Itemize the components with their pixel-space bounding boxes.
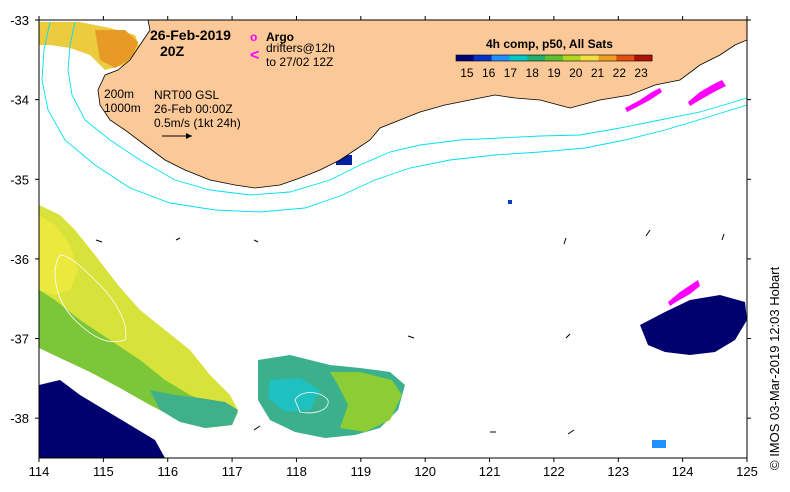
- colorbar-tick-label: 21: [591, 66, 605, 80]
- colorbar-tick-label: 18: [526, 66, 540, 80]
- drifter-track-3: [668, 280, 700, 306]
- colorbar-tick-label: 23: [634, 66, 648, 80]
- colorbar-swatch: [545, 55, 564, 61]
- colorbar-swatch: [598, 55, 617, 61]
- sst-spot: [336, 155, 352, 165]
- sst-west-green: [39, 290, 238, 428]
- sst-central-blue: [268, 378, 320, 412]
- land-australia: [97, 20, 747, 189]
- plot-frame: [38, 19, 748, 459]
- colorbar-ticks: 15 16 17 18 19 20 21 22 23: [460, 66, 648, 80]
- sst-west-teal: [150, 390, 238, 428]
- scale-label: 0.5m/s (1kt 24h): [154, 116, 241, 130]
- colorbar-swatch: [527, 55, 546, 61]
- colorbar-title: 4h comp, p50, All Sats: [486, 37, 613, 51]
- colorbar-swatch: [580, 55, 600, 61]
- x-tick-label: 123: [607, 464, 629, 479]
- colorbar-frame: [455, 54, 653, 62]
- argo-symbol: o: [250, 30, 257, 44]
- map-time: 20Z: [160, 43, 185, 59]
- y-tick-label: -35: [10, 172, 29, 187]
- colorbar-tick-label: 17: [504, 66, 518, 80]
- y-tick-label: -33: [10, 13, 29, 28]
- isobath-west-loop: [54, 254, 127, 343]
- x-axis: 114 115 116 117 118 119 120 121 122 123 124 125: [29, 16, 758, 479]
- sst-spot-se: [652, 440, 666, 448]
- colorbar-tick-label: 15: [460, 66, 474, 80]
- sst-cold-east: [640, 295, 747, 355]
- y-tick-label: -38: [10, 411, 29, 426]
- isobath-200m: [67, 21, 747, 196]
- scale-arrow: [162, 133, 192, 139]
- drifter-symbol: <: [250, 47, 259, 64]
- current-vectors: [95, 229, 725, 435]
- y-tick-label: -34: [10, 93, 29, 108]
- x-tick-label: 124: [672, 464, 694, 479]
- map-date: 26-Feb-2019: [150, 27, 231, 43]
- x-tick-label: 116: [157, 464, 178, 479]
- product-label: NRT00 GSL: [154, 88, 219, 102]
- drifter-label-line2: to 27/02 12Z: [266, 55, 333, 69]
- y-tick-label: -37: [10, 332, 29, 347]
- x-tick-label: 125: [736, 464, 758, 479]
- colorbar-swatch: [509, 55, 528, 61]
- colorbar: [455, 54, 653, 62]
- colorbar-swatch: [616, 55, 635, 61]
- x-tick-label: 114: [29, 464, 50, 479]
- isobath-200m-label: 200m: [104, 87, 134, 101]
- colorbar-tick-label: 19: [547, 66, 561, 80]
- y-tick-label: -36: [10, 252, 29, 267]
- colorbar-tick-label: 22: [613, 66, 627, 80]
- x-tick-label: 118: [286, 464, 307, 479]
- x-tick-label: 122: [543, 464, 565, 479]
- drifter-tracks: [625, 80, 726, 306]
- sst-cold-sw: [39, 380, 165, 458]
- colorbar-swatch: [634, 55, 653, 61]
- product-time: 26-Feb 00:00Z: [154, 102, 233, 116]
- colorbar-swatch: [491, 55, 510, 61]
- x-tick-label: 119: [350, 464, 371, 479]
- x-tick-label: 121: [479, 464, 501, 479]
- isobath-central-loop: [294, 392, 329, 414]
- y-axis: -33 -34 -35 -36 -37 -38: [10, 13, 751, 426]
- sst-nw-warm: [95, 30, 138, 68]
- sst-spot-small: [508, 200, 512, 204]
- drifter-track-1: [625, 88, 662, 112]
- x-tick-label: 117: [222, 464, 243, 479]
- colorbar-swatch: [473, 55, 493, 61]
- x-tick-label: 115: [93, 464, 114, 479]
- x-tick-label: 120: [414, 464, 436, 479]
- colorbar-tick-label: 20: [569, 66, 583, 80]
- sst-west-yellow: [39, 215, 78, 295]
- isobath-1000m-label: 1000m: [104, 101, 141, 115]
- sst-west-band: [39, 205, 238, 428]
- colorbar-swatch: [456, 55, 475, 61]
- drifter-label-line1: drifters@12h: [266, 41, 335, 55]
- drifter-track-2: [688, 80, 726, 106]
- isobaths: [41, 21, 747, 414]
- argo-label: Argo: [266, 30, 294, 44]
- credit-label: © IMOS 03-Mar-2019 12:03 Hobart: [767, 266, 782, 470]
- isobath-1000m: [41, 21, 747, 213]
- sst-patches: [39, 22, 747, 458]
- colorbar-swatch: [562, 55, 582, 61]
- sst-central-green: [330, 372, 402, 432]
- colorbar-tick-label: 16: [482, 66, 496, 80]
